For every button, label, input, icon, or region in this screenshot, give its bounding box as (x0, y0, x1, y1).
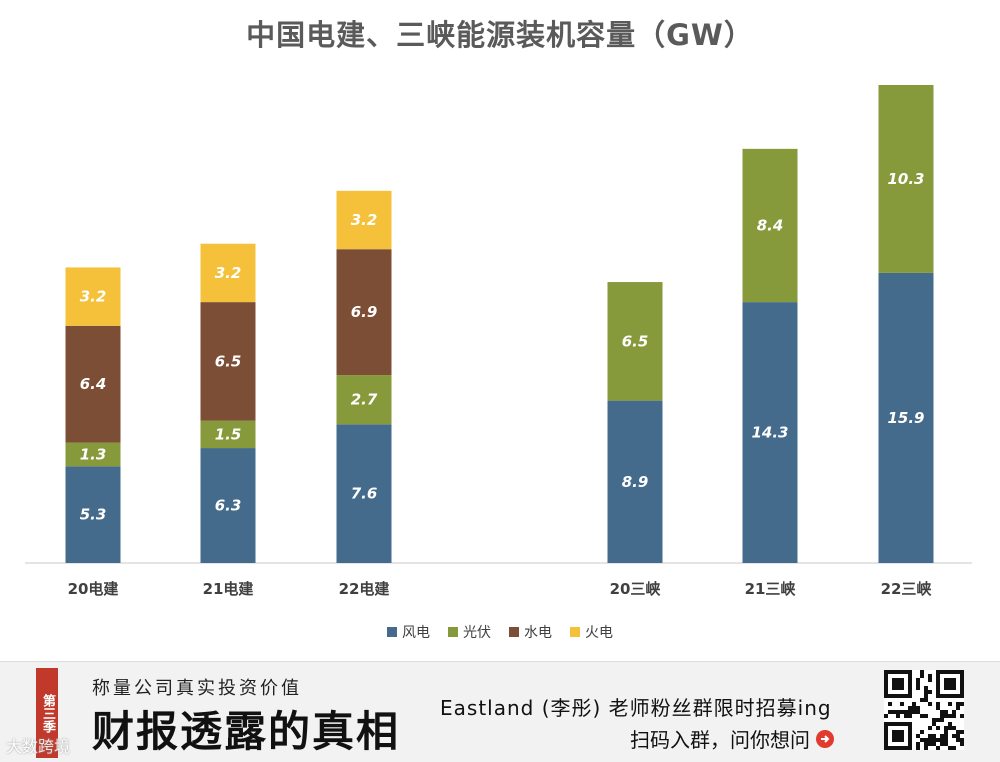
bar-22电建-光伏 (336, 375, 392, 425)
bar-22电建-风电 (336, 424, 392, 563)
bar-20电建-水电 (65, 325, 121, 443)
legend-item: 光伏 (448, 622, 491, 642)
bar-21电建-风电 (200, 448, 256, 563)
x-tick-label: 20电建 (68, 580, 120, 598)
legend-swatch (448, 627, 458, 637)
data-label-22三峡-光伏: 10.3 (887, 170, 924, 188)
legend-item: 风电 (387, 622, 430, 642)
legend-label: 光伏 (463, 625, 491, 641)
legend-label: 水电 (524, 625, 552, 641)
banner-subtitle: 称量公司真实投资价值 (92, 678, 302, 699)
data-label-21电建-水电: 6.5 (215, 352, 242, 370)
chart-title: 中国电建、三峡能源装机容量（GW） (246, 18, 754, 52)
bar-21三峡-光伏 (742, 148, 798, 303)
legend-item: 火电 (570, 622, 613, 642)
data-label-22电建-风电: 7.6 (351, 485, 378, 503)
bar-20三峡-光伏 (607, 282, 663, 401)
bar-22三峡-风电 (878, 272, 934, 563)
chart-legend: 风电 光伏 水电 火电 (0, 622, 1000, 642)
bar-21电建-光伏 (200, 420, 256, 449)
bar-21电建-水电 (200, 302, 256, 421)
data-label-21电建-火电: 3.2 (215, 264, 242, 282)
data-label-21三峡-风电: 14.3 (751, 424, 788, 442)
legend-label: 火电 (585, 625, 613, 641)
bar-22三峡-光伏 (878, 85, 934, 273)
legend-label: 风电 (402, 625, 430, 641)
bar-20三峡-风电 (607, 400, 663, 563)
legend-swatch (509, 627, 519, 637)
data-label-21电建-光伏: 1.5 (215, 425, 242, 443)
bar-20电建-风电 (65, 466, 121, 563)
bar-21三峡-风电 (742, 302, 798, 563)
qr-code-icon[interactable] (884, 670, 964, 750)
legend-item: 水电 (509, 622, 552, 642)
bar-20电建-光伏 (65, 442, 121, 467)
banner-scan-row[interactable]: 扫码入群，问你想问 (630, 724, 834, 753)
data-label-22电建-水电: 6.9 (351, 303, 378, 321)
data-label-22电建-光伏: 2.7 (351, 391, 378, 409)
bar-22电建-水电 (336, 249, 392, 376)
x-tick-label: 21三峡 (745, 580, 797, 598)
data-label-20电建-风电: 5.3 (80, 506, 107, 524)
data-label-20电建-光伏: 1.3 (80, 445, 107, 463)
arrow-right-icon[interactable] (816, 729, 834, 748)
data-label-22三峡-风电: 15.9 (887, 409, 924, 427)
bar-20电建-火电 (65, 267, 121, 326)
bar-21电建-火电 (200, 243, 256, 303)
legend-swatch (570, 627, 580, 637)
legend-swatch (387, 627, 397, 637)
data-label-20电建-水电: 6.4 (80, 375, 107, 393)
data-label-21电建-风电: 6.3 (215, 497, 242, 515)
chart-plot: 5.3 1.3 6.4 3.2 20电建 6.3 1.5 6.5 3.2 21电建 7.6 2.7 6.… (25, 85, 972, 598)
x-tick-label: 20三峡 (610, 580, 662, 598)
data-label-20电建-火电: 3.2 (80, 288, 107, 306)
data-label-20三峡-光伏: 6.5 (622, 332, 649, 350)
banner-promo-text: Eastland (李彤) 老师粉丝群限时招募ing (440, 696, 832, 720)
season-badge: 第三季 (36, 668, 58, 758)
x-tick-label: 21电建 (203, 580, 255, 598)
x-tick-label: 22电建 (339, 580, 391, 598)
data-label-22电建-火电: 3.2 (351, 211, 378, 229)
x-tick-label: 22三峡 (881, 580, 933, 598)
scan-text: 扫码入群，问你想问 (630, 728, 810, 752)
bar-22电建-火电 (336, 190, 392, 250)
banner-main-title: 财报透露的真相 (92, 707, 401, 756)
promo-banner: 第三季 称量公司真实投资价值 财报透露的真相 Eastland (李彤) 老师粉… (0, 661, 1000, 762)
data-label-21三峡-光伏: 8.4 (757, 216, 784, 234)
data-label-20三峡-风电: 8.9 (622, 473, 649, 491)
watermark: 大数跨境 (6, 737, 71, 756)
